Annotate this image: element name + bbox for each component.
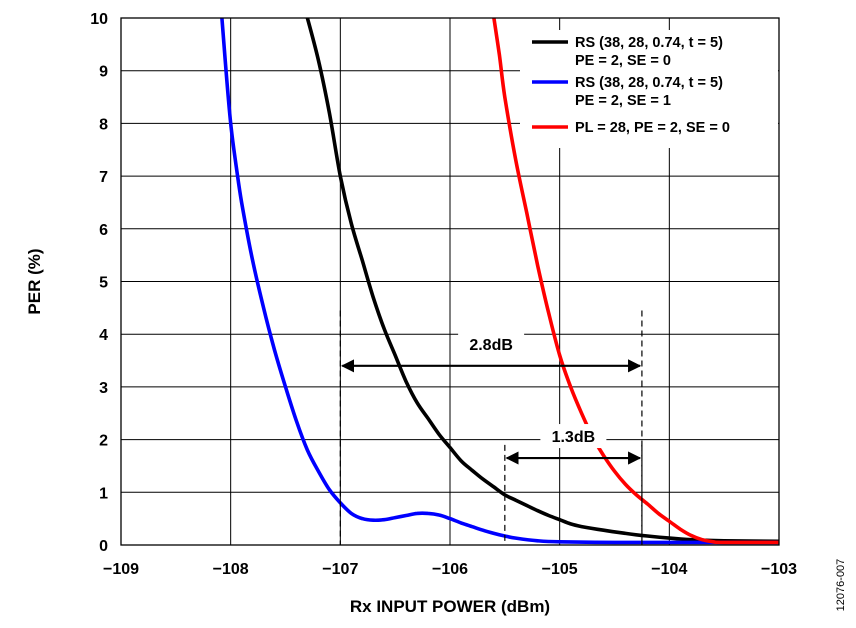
series-line-rs-se1 <box>220 18 779 545</box>
x-tick-label: −109 <box>103 561 139 578</box>
x-tick-label: −107 <box>322 561 358 578</box>
x-tick-label: −103 <box>761 561 797 578</box>
legend-label-line2: PE = 2, SE = 0 <box>575 53 671 69</box>
y-tick-label: 7 <box>99 169 108 186</box>
x-tick-label: −104 <box>651 561 687 578</box>
legend: RS (38, 28, 0.74, t = 5)PE = 2, SE = 0RS… <box>520 30 778 148</box>
plot-frame <box>120 17 780 546</box>
legend-label-line2: PE = 2, SE = 1 <box>575 93 671 109</box>
legend-item: PL = 28, PE = 2, SE = 0 <box>532 120 730 136</box>
annotation-label-bg <box>458 331 525 356</box>
y-tick-label: 6 <box>99 222 108 239</box>
y-tick-label: 5 <box>99 275 108 292</box>
y-axis-label: PER (%) <box>25 248 44 314</box>
y-tick-label: 1 <box>99 485 108 502</box>
legend-label: PL = 28, PE = 2, SE = 0 <box>575 120 730 136</box>
legend-item: RS (38, 28, 0.74, t = 5) PE = 2, SE = 0 <box>532 35 723 69</box>
legend-label: RS (38, 28, 0.74, t = 5) <box>575 75 723 91</box>
y-tick-label: 3 <box>99 380 108 397</box>
x-tick-label: −108 <box>213 561 249 578</box>
y-tick-label: 2 <box>99 433 108 450</box>
x-axis-label: Rx INPUT POWER (dBm) <box>350 597 550 616</box>
y-tick-label: 0 <box>99 538 108 555</box>
x-tick-label: −106 <box>432 561 468 578</box>
annotation-layer: 2.8dB 1.3dB <box>339 310 643 545</box>
y-tick-label: 4 <box>99 327 108 344</box>
tick-labels: −109 −108 −107 −106 −105 −104 −103 0 1 2 3 4 5 6 7 8 9 10 <box>90 11 797 578</box>
y-tick-label: 8 <box>99 116 108 133</box>
annotation-label-bg <box>540 424 607 449</box>
annotation-1-3db: 1.3dB <box>504 424 643 545</box>
y-tick-label: 9 <box>99 64 108 81</box>
y-tick-label: 10 <box>90 11 108 28</box>
legend-item: RS (38, 28, 0.74, t = 5) PE = 2, SE = 1 <box>532 75 723 109</box>
series-line-rs-se0 <box>305 18 779 544</box>
x-tick-label: −105 <box>542 561 578 578</box>
figure-id: 12076-007 <box>835 559 847 612</box>
annotation-label: 1.3dB <box>552 429 596 446</box>
legend-label: RS (38, 28, 0.74, t = 5) <box>575 35 723 51</box>
annotation-label: 2.8dB <box>469 337 513 354</box>
